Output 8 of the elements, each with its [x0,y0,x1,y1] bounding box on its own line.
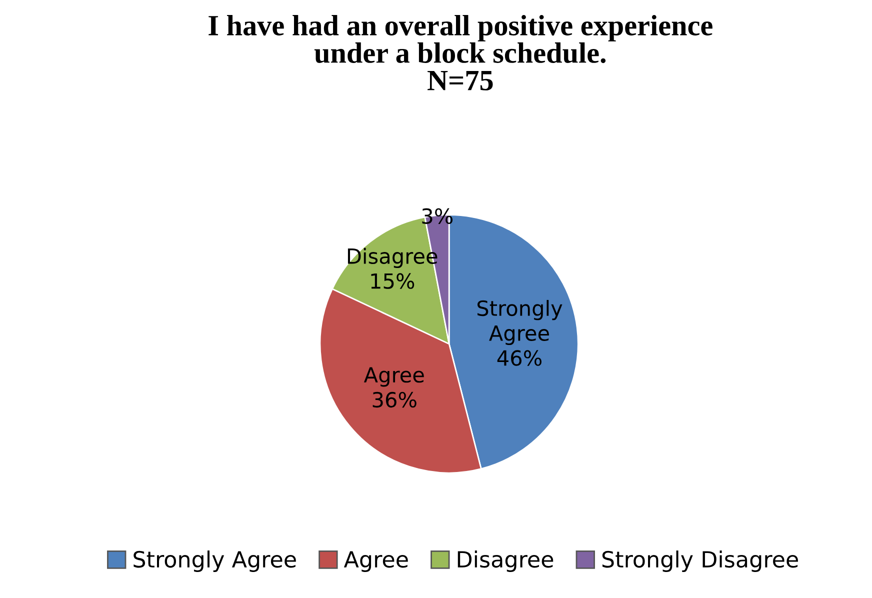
data-label: Agree 36% [364,367,424,408]
legend-label: Agree [344,551,408,572]
data-label: Strongly Agree 46% [477,300,562,366]
legend-label: Disagree [458,550,554,572]
chart-title: I have had an overall positive experience under a block schedule. N=75 [208,14,712,90]
legend-label: Strongly Disagree [602,550,798,572]
data-label: 3% [422,208,453,224]
legend-label: Strongly Agree [134,550,296,572]
